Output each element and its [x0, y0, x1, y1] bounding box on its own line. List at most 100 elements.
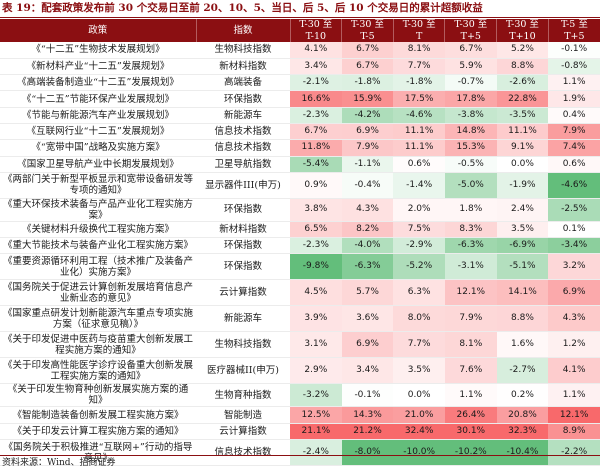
source-note: 资料来源：Wind、招商证券 [2, 458, 116, 468]
return-cell: -2.6% [496, 74, 549, 92]
return-cell: -2.4% [290, 439, 342, 467]
table-row: 《关于印发生物育种创新发展实施方案的通知》 生物育种指数 -3.2% -0.1% 0.0… [0, 383, 600, 408]
return-cell: -5.0% [444, 172, 497, 199]
return-cell: -2.5% [548, 198, 600, 222]
return-cell: 0.4% [548, 107, 600, 124]
policy-cell: 《“十二五”生物技术发展规划》 [0, 42, 197, 59]
return-cell: -4.2% [341, 107, 394, 124]
return-cell: 8.3% [444, 221, 497, 239]
table-row: 《重要资源循环利用工程（技术推广及装备产业化）实施方案》 环保指数 -9.8% -6.… [0, 253, 600, 281]
return-cell: 7.7% [393, 331, 445, 359]
return-cell: -6.9% [496, 237, 549, 255]
return-cell: 21.2% [341, 423, 394, 441]
policy-cell: 《重大节能技术与装备产业化工程实施方案》 [0, 237, 197, 255]
return-cell: 0.2% [496, 383, 549, 408]
return-cell: 4.3% [548, 305, 600, 333]
return-cell: 1.1% [548, 383, 600, 408]
return-cell: 7.6% [444, 357, 497, 385]
return-cell: 4.1% [548, 357, 600, 385]
policy-cell: 《“十二五”节能环保产业发展规划》 [0, 90, 197, 108]
return-cell: 5.9% [444, 58, 497, 76]
return-cell: 0.0% [496, 156, 549, 173]
table-row: 《重大环保技术装备与产品产业化工程实施方案》 环保指数 3.8% 4.3% 2.0% 1.… [0, 198, 600, 222]
return-cell: 1.1% [548, 74, 600, 92]
return-cell: 6.7% [444, 42, 497, 59]
return-cell: -3.2% [290, 383, 342, 408]
header-period: T-30 至 T+5 [444, 19, 498, 42]
return-cell: -1.4% [393, 172, 445, 199]
return-cell: 6.5% [290, 221, 342, 239]
index-cell: 显示器件III(申万) [196, 172, 291, 199]
index-cell: 新能源车 [196, 107, 291, 124]
return-cell: -1.8% [393, 74, 445, 92]
table-body: 《“十二五”生物技术发展规划》 生物科技指数 4.1% 6.7% 8.1% 6.7% 5.2… [0, 42, 600, 467]
policy-cell: 《关于印发云计算工程实施方案的通知》 [0, 423, 197, 441]
return-cell: -8.0% [341, 439, 394, 467]
return-cell: 2.0% [393, 198, 445, 222]
return-cell: 16.6% [290, 90, 342, 108]
policy-cell: 《关于印发高性能医学诊疗设备重大创新发展工程实施方案的通知》 [0, 357, 197, 385]
return-cell: 7.4% [548, 139, 600, 157]
policy-cell: 《国务院关于积极推进“互联网+”行动的指导意见》 [0, 439, 197, 467]
return-cell: 1.8% [444, 198, 497, 222]
return-cell: -9.8% [290, 253, 342, 281]
policy-cell: 《关键材料升级换代工程实施方案》 [0, 221, 197, 239]
index-cell: 信息技术指数 [196, 439, 291, 467]
return-cell: 3.5% [393, 357, 445, 385]
return-cell: 1.9% [548, 90, 600, 108]
return-cell: 21.0% [393, 406, 445, 424]
table-row: 《国家重点研发计划新能源汽车重点专项实施方案（征求意见稿）》 新能源车 3.9% 3.… [0, 305, 600, 333]
return-cell: 32.4% [393, 423, 445, 441]
return-cell: -0.1% [548, 42, 600, 59]
table-row: 《重大节能技术与装备产业化工程实施方案》 环保指数 -2.3% -4.0% -2.9% -… [0, 237, 600, 255]
return-cell: -1.9% [496, 172, 549, 199]
return-cell: 8.2% [341, 221, 394, 239]
return-cell: 0.9% [290, 172, 342, 199]
return-cell: -0.1% [341, 383, 394, 408]
return-cell: 1.6% [496, 331, 549, 359]
return-cell: -0.5% [444, 156, 497, 173]
policy-cell: 《“宽带中国”战略及实施方案》 [0, 139, 197, 157]
return-cell: 3.4% [341, 357, 394, 385]
return-cell: -5.2% [393, 253, 445, 281]
policy-cell: 《关于印发促进中医药与疫苗重大创新发展工程实施方案的通知》 [0, 331, 197, 359]
index-cell: 云计算指数 [196, 279, 291, 307]
header-period: T-30 至 T-10 [290, 19, 343, 42]
return-cell: 17.8% [444, 90, 497, 108]
return-cell: 7.9% [548, 123, 600, 141]
header-index: 指数 [196, 19, 291, 42]
return-cell: 11.1% [393, 123, 445, 141]
index-cell: 生物科技指数 [196, 42, 291, 59]
return-cell: -4.0% [341, 237, 394, 255]
index-cell: 卫星导航指数 [196, 156, 291, 173]
index-cell: 信息技术指数 [196, 139, 291, 157]
return-cell: 15.3% [444, 139, 497, 157]
return-cell: 5.2% [496, 42, 549, 59]
bottom-rule [0, 455, 600, 456]
return-cell: 3.2% [548, 253, 600, 281]
return-cell: 21.1% [290, 423, 342, 441]
table-row: 《国家卫星导航产业中长期发展规划》 卫星导航指数 -5.4% -1.1% 0.6% -0.… [0, 156, 600, 173]
policy-cell: 《关于印发生物育种创新发展实施方案的通知》 [0, 383, 197, 408]
policy-cell: 《互联网行业“十二五”发展规划》 [0, 123, 197, 141]
return-cell: 8.8% [496, 305, 549, 333]
table-row: 《两部门关于新型平板显示和宽带设备研发等专项的通知》 显示器件III(申万) 0.9… [0, 172, 600, 199]
table-row: 《关于印发云计算工程实施方案的通知》 云计算指数 21.1% 21.2% 32.4% 30… [0, 423, 600, 441]
return-cell: 1.1% [444, 383, 497, 408]
return-cell: 11.8% [290, 139, 342, 157]
return-cell: 6.9% [341, 123, 394, 141]
table-row: 《“十二五”节能环保产业发展规划》 环保指数 16.6% 15.9% 17.5% 17.8… [0, 90, 600, 108]
return-cell: -2.2% [548, 439, 600, 467]
return-cell: -3.5% [496, 107, 549, 124]
return-cell: -3.4% [548, 237, 600, 255]
return-cell: 32.3% [496, 423, 549, 441]
return-cell: 8.1% [444, 331, 497, 359]
index-cell: 生物育种指数 [196, 383, 291, 408]
return-cell: 14.8% [444, 123, 497, 141]
return-cell: -3.1% [444, 253, 497, 281]
return-cell: 12.1% [444, 279, 497, 307]
return-cell: -10.4% [496, 439, 549, 467]
table-row: 《高端装备制造业“十二五”发展规划》 高端装备 -2.1% -1.8% -1.8% -0.… [0, 74, 600, 92]
return-cell: 0.6% [393, 156, 445, 173]
